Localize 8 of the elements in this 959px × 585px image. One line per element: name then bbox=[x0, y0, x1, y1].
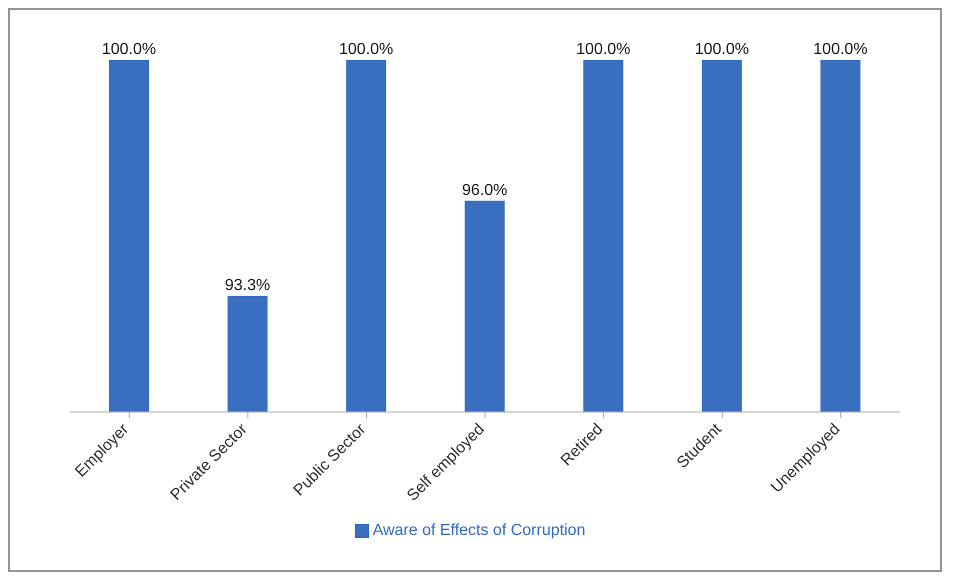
data-label: 100.0% bbox=[102, 41, 156, 58]
data-label: 96.0% bbox=[462, 182, 508, 199]
data-label: 100.0% bbox=[813, 41, 868, 58]
data-label: 100.0% bbox=[339, 41, 394, 58]
data-label: 100.0% bbox=[694, 41, 749, 58]
data-label: 93.3% bbox=[224, 276, 270, 294]
data-label: 100.0% bbox=[576, 41, 630, 58]
legend-label: Aware of Effects of Corruption bbox=[372, 522, 586, 539]
